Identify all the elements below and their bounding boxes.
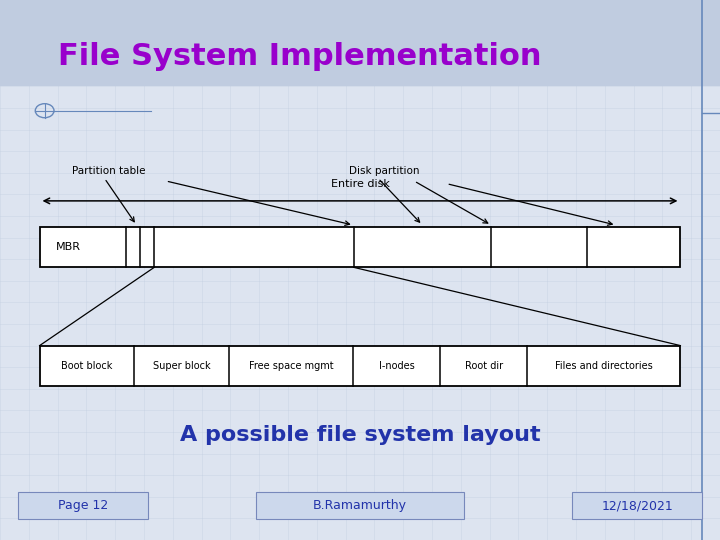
Text: Files and directories: Files and directories — [555, 361, 653, 371]
Bar — [18, 492, 148, 519]
Text: File System Implementation: File System Implementation — [58, 42, 541, 71]
Text: Root dir: Root dir — [464, 361, 503, 371]
Text: I-nodes: I-nodes — [379, 361, 414, 371]
Text: Super block: Super block — [153, 361, 210, 371]
Text: Free space mgmt: Free space mgmt — [248, 361, 333, 371]
Bar — [572, 492, 702, 519]
Text: MBR: MBR — [55, 242, 81, 252]
Bar — [40, 227, 680, 267]
Text: B.Ramamurthy: B.Ramamurthy — [313, 500, 407, 512]
Text: Entire disk: Entire disk — [330, 179, 390, 189]
Text: Disk partition: Disk partition — [349, 165, 420, 176]
Text: 12/18/2021: 12/18/2021 — [601, 500, 673, 512]
Bar — [0, 0, 720, 86]
Text: A possible file system layout: A possible file system layout — [180, 424, 540, 445]
Bar — [40, 346, 680, 386]
Text: Partition table: Partition table — [72, 165, 145, 176]
Text: Boot block: Boot block — [61, 361, 112, 371]
Bar — [256, 492, 464, 519]
Text: Page 12: Page 12 — [58, 500, 108, 512]
